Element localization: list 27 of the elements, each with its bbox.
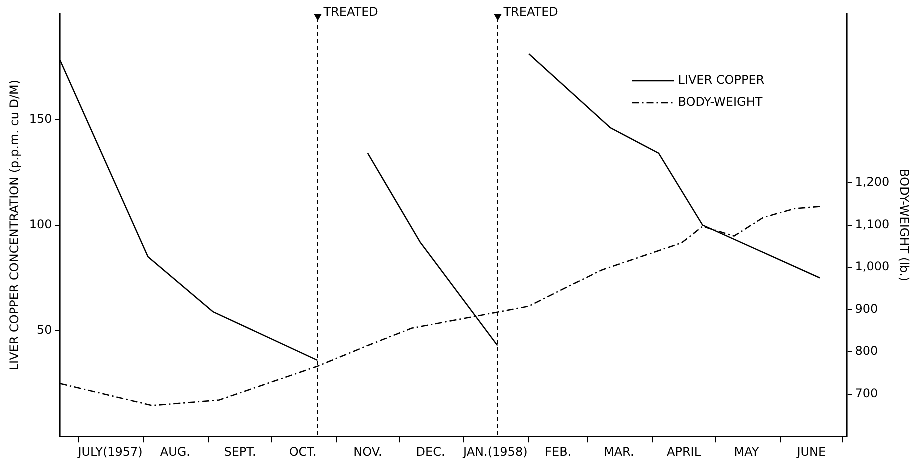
x-tick-label: SEPT. (224, 444, 256, 459)
y-tick-label: 150 (29, 112, 52, 126)
y-tick-label: 100 (29, 217, 52, 232)
x-tick-label: APRIL (666, 444, 702, 459)
x-tick-label: MAR. (604, 444, 634, 459)
y2-axis-title: BODY-WEIGHT (lb.) (898, 169, 912, 282)
y-tick-label: 50 (37, 323, 52, 338)
y2-tick-label: 700 (855, 386, 878, 400)
x-tick-label: JULY(1957) (77, 444, 143, 459)
ref-line-label: TREATED (322, 5, 378, 20)
legend-label: LIVER COPPER (678, 73, 765, 88)
ref-line-label: TREATED (502, 5, 558, 20)
y2-tick-label: 1,000 (855, 260, 890, 274)
x-tick-label: FEB. (545, 444, 572, 459)
y2-tick-label: 800 (855, 344, 878, 358)
y2-tick-label: 900 (855, 302, 878, 316)
x-tick-label: OCT. (289, 444, 317, 459)
y-axis-title: LIVER COPPER CONCENTRATION (p.p.m. cu D/M) (7, 80, 22, 371)
y2-tick-label: 1,100 (855, 217, 890, 232)
y2-tick-label: 1,200 (855, 175, 890, 190)
legend-label: BODY-WEIGHT (678, 95, 764, 110)
x-tick-label: DEC. (416, 444, 446, 459)
x-tick-label: JUNE (796, 444, 826, 459)
x-tick-label: MAY (734, 444, 760, 459)
x-tick-label: AUG. (160, 444, 190, 459)
x-tick-label: NOV. (354, 444, 382, 459)
x-tick-label: JAN.(1958) (462, 444, 528, 459)
